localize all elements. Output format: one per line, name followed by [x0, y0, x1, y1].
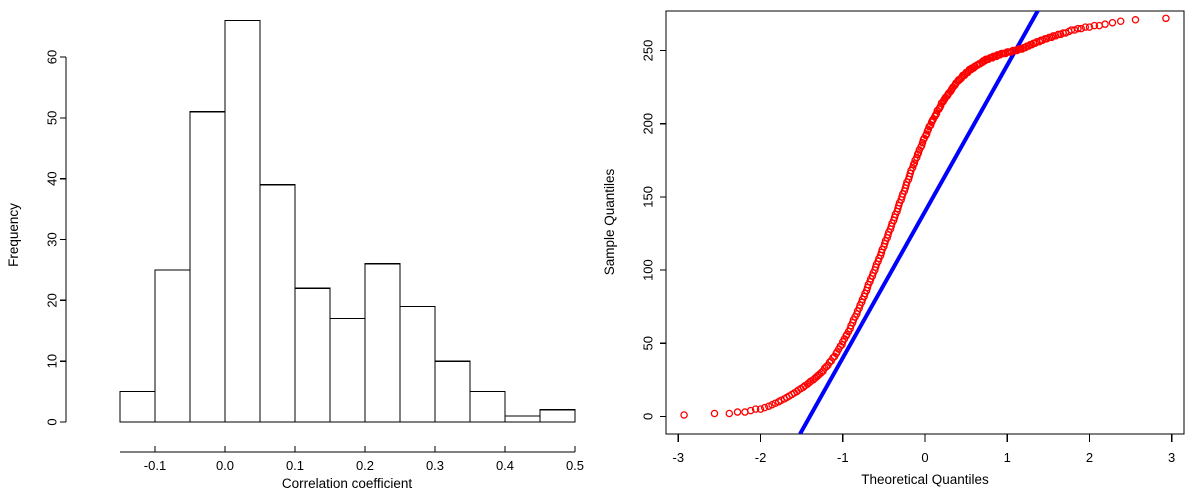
y-tick-label: 10: [45, 354, 60, 368]
qq-x-tick-label: -3: [673, 450, 685, 465]
histogram-bar: [434, 360, 471, 423]
qq-x-tick-label: 0: [921, 450, 928, 465]
qq-data-point: [1077, 24, 1085, 33]
qq-data-point: [1054, 30, 1062, 39]
histogram-svg: 0 10 20 30 40 50 60 -0.1 0.0 0.1 0.2 0.3 0.4 0.5 Cor…: [6, 19, 584, 491]
qq-data-point: [1081, 23, 1090, 31]
qq-data-point: [760, 403, 769, 412]
qq-data-point: [1045, 33, 1053, 42]
histogram-bar: [224, 19, 261, 423]
histogram-bar: [399, 305, 436, 423]
qq-x-tick-label: -1: [837, 450, 849, 465]
histogram-x-axis-title: Correlation coefficient: [282, 476, 413, 491]
qq-y-tick-label: 0: [641, 413, 656, 420]
histogram-bar: [539, 409, 576, 423]
qq-y-axis-title: Sample Quantiles: [602, 168, 617, 275]
qq-x-tick-label: 2: [1086, 450, 1093, 465]
qq-plot-frame: [665, 10, 1185, 435]
y-tick-label: 20: [45, 293, 60, 307]
qq-plot-panel: 0 50 100 150 200 250 -3 -2 -1 0 1 2 3 Theoretical Q…: [600, 0, 1200, 500]
qq-y-axis-ticks: 0 50 100 150 200 250: [641, 40, 666, 420]
qq-data-point: [1049, 32, 1058, 40]
qq-y-tick-label: 200: [641, 113, 656, 135]
qq-data-point: [725, 409, 734, 418]
x-tick-label: 0.3: [426, 458, 444, 473]
qq-data-point: [1031, 39, 1039, 47]
y-tick-label: 40: [45, 171, 60, 185]
qq-data-point: [1116, 17, 1125, 25]
qq-data-point: [746, 406, 755, 415]
qq-plot-svg: 0 50 100 150 200 250 -3 -2 -1 0 1 2 3 Theoretical Q…: [602, 10, 1185, 487]
qq-data-point: [751, 405, 760, 413]
qq-data-point: [680, 411, 688, 419]
qq-x-tick-label: 3: [1168, 450, 1175, 465]
qq-y-tick-label: 50: [641, 336, 656, 350]
histogram-y-axis: 0 10 20 30 40 50 60: [45, 50, 67, 426]
histogram-bar: [504, 415, 541, 423]
x-tick-label: 0.2: [356, 458, 374, 473]
qq-x-axis-title: Theoretical Quantiles: [861, 472, 989, 487]
qq-data-point: [1131, 16, 1140, 24]
qq-y-tick-label: 250: [641, 40, 656, 62]
histogram-bar: [364, 263, 401, 423]
qq-x-axis-ticks: -3 -2 -1 0 1 2 3: [673, 434, 1175, 465]
x-axis-ticks: -0.1 0.0 0.1 0.2 0.3 0.4 0.5: [144, 446, 584, 473]
histogram-bar: [154, 269, 191, 423]
histogram-bar: [259, 184, 296, 423]
y-tick-label: 60: [45, 50, 60, 64]
qq-data-point: [1108, 18, 1117, 27]
histogram-y-axis-title: Frequency: [6, 203, 21, 267]
x-tick-label: 0.0: [216, 458, 234, 473]
qq-data-point: [1101, 20, 1109, 28]
histogram-bars: [119, 19, 576, 423]
histogram-bar: [294, 287, 331, 423]
x-tick-label: 0.5: [566, 458, 584, 473]
qq-data-point: [733, 408, 742, 416]
qq-x-tick-label: -2: [755, 450, 767, 465]
y-tick-label: 30: [45, 232, 60, 246]
qq-data-point: [1067, 26, 1076, 34]
x-tick-label: -0.1: [144, 458, 166, 473]
qq-data-point: [1162, 14, 1170, 23]
qq-y-tick-label: 150: [641, 186, 656, 208]
x-tick-label: 0.4: [496, 458, 514, 473]
qq-y-tick-label: 100: [641, 259, 656, 281]
qq-data-point: [756, 405, 765, 413]
histogram-bar: [329, 317, 366, 423]
histogram-bar: [119, 390, 156, 423]
y-tick-label: 0: [45, 418, 60, 425]
histogram-bar: [189, 111, 226, 423]
histogram-bar: [469, 390, 506, 423]
histogram-panel: 0 10 20 30 40 50 60 -0.1 0.0 0.1 0.2 0.3 0.4 0.5 Cor…: [6, 19, 584, 491]
histogram-x-axis: -0.1 0.0 0.1 0.2 0.3 0.4 0.5: [120, 446, 584, 473]
qq-data-point: [1090, 21, 1099, 30]
qq-reference-line-group: [798, 11, 1040, 434]
qq-data-points: [680, 14, 1170, 419]
qq-x-tick-label: 1: [1004, 450, 1011, 465]
x-tick-label: 0.1: [286, 458, 304, 473]
y-axis-ticks: 0 10 20 30 40 50 60: [45, 50, 66, 426]
qq-data-point: [1047, 33, 1056, 42]
qq-data-point: [1074, 24, 1082, 33]
qq-data-point: [710, 409, 719, 418]
qq-data-point: [1085, 23, 1094, 31]
y-tick-label: 50: [45, 111, 60, 125]
qq-reference-line: [798, 11, 1040, 434]
